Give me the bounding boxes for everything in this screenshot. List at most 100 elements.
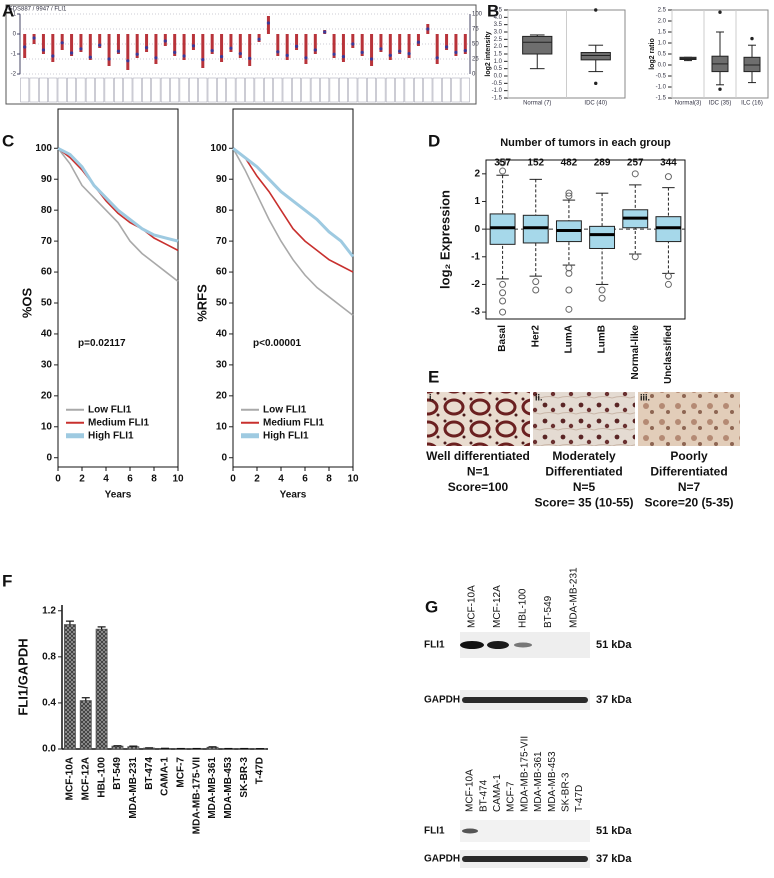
x-label-box bbox=[49, 78, 57, 102]
y-tick-label: 30 bbox=[41, 360, 53, 371]
size-label: 51 kDa bbox=[596, 639, 632, 651]
y-tick-label: 100 bbox=[210, 143, 227, 154]
y-tick-label: 100 bbox=[35, 143, 52, 154]
lane-label: BT-474 bbox=[478, 779, 489, 812]
x-tick-label: 2 bbox=[254, 474, 260, 485]
x-label-box bbox=[180, 78, 188, 102]
x-label-box bbox=[152, 78, 160, 102]
panel-label: G bbox=[425, 597, 438, 616]
y-tick-label: -1 bbox=[471, 251, 480, 262]
percentile-dot bbox=[42, 48, 45, 51]
x-label-box bbox=[124, 78, 132, 102]
y-tick-label: 1.0 bbox=[494, 59, 503, 65]
percentile-dot bbox=[257, 38, 260, 41]
x-tick-label: 8 bbox=[326, 474, 332, 485]
y-axis-label: log₂ Expression bbox=[437, 190, 452, 289]
y-tick-label: -0.5 bbox=[656, 74, 667, 80]
y-tick-label: -2 bbox=[471, 279, 480, 290]
lane-label: BT-549 bbox=[543, 595, 554, 628]
y-tick-label: -1 bbox=[11, 52, 17, 58]
bar bbox=[64, 625, 75, 749]
y-tick-label: -1.5 bbox=[656, 96, 667, 102]
caption: Differentiated bbox=[650, 465, 727, 479]
percentile-dot bbox=[464, 49, 467, 52]
lane-label: MCF-12A bbox=[492, 585, 503, 628]
x-tick-label: MCF-10A bbox=[65, 757, 76, 800]
y-tick-label: 0.4 bbox=[42, 698, 56, 709]
x-label-box bbox=[21, 78, 29, 102]
y-tick-label: 80 bbox=[41, 205, 53, 216]
y-tick-label: 90 bbox=[41, 174, 53, 185]
x-label-box bbox=[442, 78, 450, 102]
y-axis-label: %RFS bbox=[194, 284, 209, 322]
x-label-box bbox=[264, 78, 272, 102]
y2-tick-label: 25 bbox=[472, 57, 479, 63]
group-count: 357 bbox=[494, 158, 511, 169]
percentile-dot bbox=[239, 52, 242, 55]
x-tick-label: T-47D bbox=[255, 757, 266, 784]
percentile-dot bbox=[276, 50, 279, 53]
x-tick-label: 2 bbox=[79, 474, 85, 485]
bar bbox=[51, 34, 54, 62]
percentile-dot bbox=[61, 41, 64, 44]
caption: N=1 bbox=[467, 465, 490, 479]
percentile-dot bbox=[182, 54, 185, 57]
x-label-box bbox=[96, 78, 104, 102]
x-tick-label: SK-BR-3 bbox=[239, 757, 250, 798]
percentile-dot bbox=[51, 54, 54, 57]
x-label-box bbox=[283, 78, 291, 102]
y-tick-label: 1 bbox=[474, 196, 480, 207]
percentile-dot bbox=[426, 27, 429, 30]
percentile-dot bbox=[295, 45, 298, 48]
x-tick-label: Normal (7) bbox=[523, 101, 551, 107]
bar bbox=[112, 746, 123, 749]
x-tick-label: ILC (16) bbox=[741, 101, 763, 107]
y-tick-label: 40 bbox=[41, 329, 53, 340]
percentile-dot bbox=[370, 57, 373, 60]
outlier bbox=[599, 295, 605, 301]
x-tick-label: Basal bbox=[497, 325, 508, 352]
y-tick-label: 30 bbox=[216, 360, 228, 371]
x-label-box bbox=[171, 78, 179, 102]
outlier bbox=[599, 287, 605, 293]
bar bbox=[192, 34, 195, 50]
percentile-dot bbox=[136, 53, 139, 56]
y-tick-label: 0 bbox=[46, 452, 52, 463]
x-label-box bbox=[142, 78, 150, 102]
x-label-box bbox=[367, 78, 375, 102]
bar bbox=[207, 747, 218, 749]
box bbox=[581, 53, 610, 60]
panel-label: F bbox=[2, 571, 12, 590]
band bbox=[460, 641, 484, 649]
percentile-dot bbox=[436, 56, 439, 59]
x-tick-label: MDA-MB-231 bbox=[128, 757, 139, 819]
box bbox=[590, 226, 615, 248]
bar bbox=[96, 629, 107, 749]
outlier bbox=[500, 309, 506, 315]
caption: Poorly bbox=[670, 449, 708, 463]
annotation: p=0.02117 bbox=[78, 338, 126, 349]
percentile-dot bbox=[192, 44, 195, 47]
percentile-dot bbox=[389, 54, 392, 57]
image-label: ii. bbox=[535, 392, 543, 402]
x-tick-label: Normal-like bbox=[630, 325, 641, 380]
lane-label: MDA-MB-453 bbox=[547, 751, 558, 812]
y-tick-label: -2 bbox=[11, 72, 17, 78]
y-tick-label: 0.0 bbox=[658, 63, 667, 69]
y-tick-label: 0.5 bbox=[658, 52, 667, 58]
x-label-box bbox=[311, 78, 319, 102]
outlier bbox=[665, 281, 671, 287]
legend-label: Medium FLI1 bbox=[263, 417, 325, 428]
percentile-dot bbox=[89, 56, 92, 59]
legend-label: Medium FLI1 bbox=[88, 417, 150, 428]
size-label: 37 kDa bbox=[596, 694, 632, 706]
percentile-dot bbox=[70, 51, 73, 54]
image-label: iii. bbox=[640, 392, 650, 402]
x-tick-label: Normal(3) bbox=[675, 101, 702, 107]
outlier bbox=[665, 174, 671, 180]
percentile-dot bbox=[98, 44, 101, 47]
x-tick-label: 0 bbox=[230, 474, 236, 485]
y-tick-label: 10 bbox=[216, 421, 228, 432]
lane-label: CAMA-1 bbox=[492, 774, 503, 812]
band bbox=[462, 829, 478, 834]
